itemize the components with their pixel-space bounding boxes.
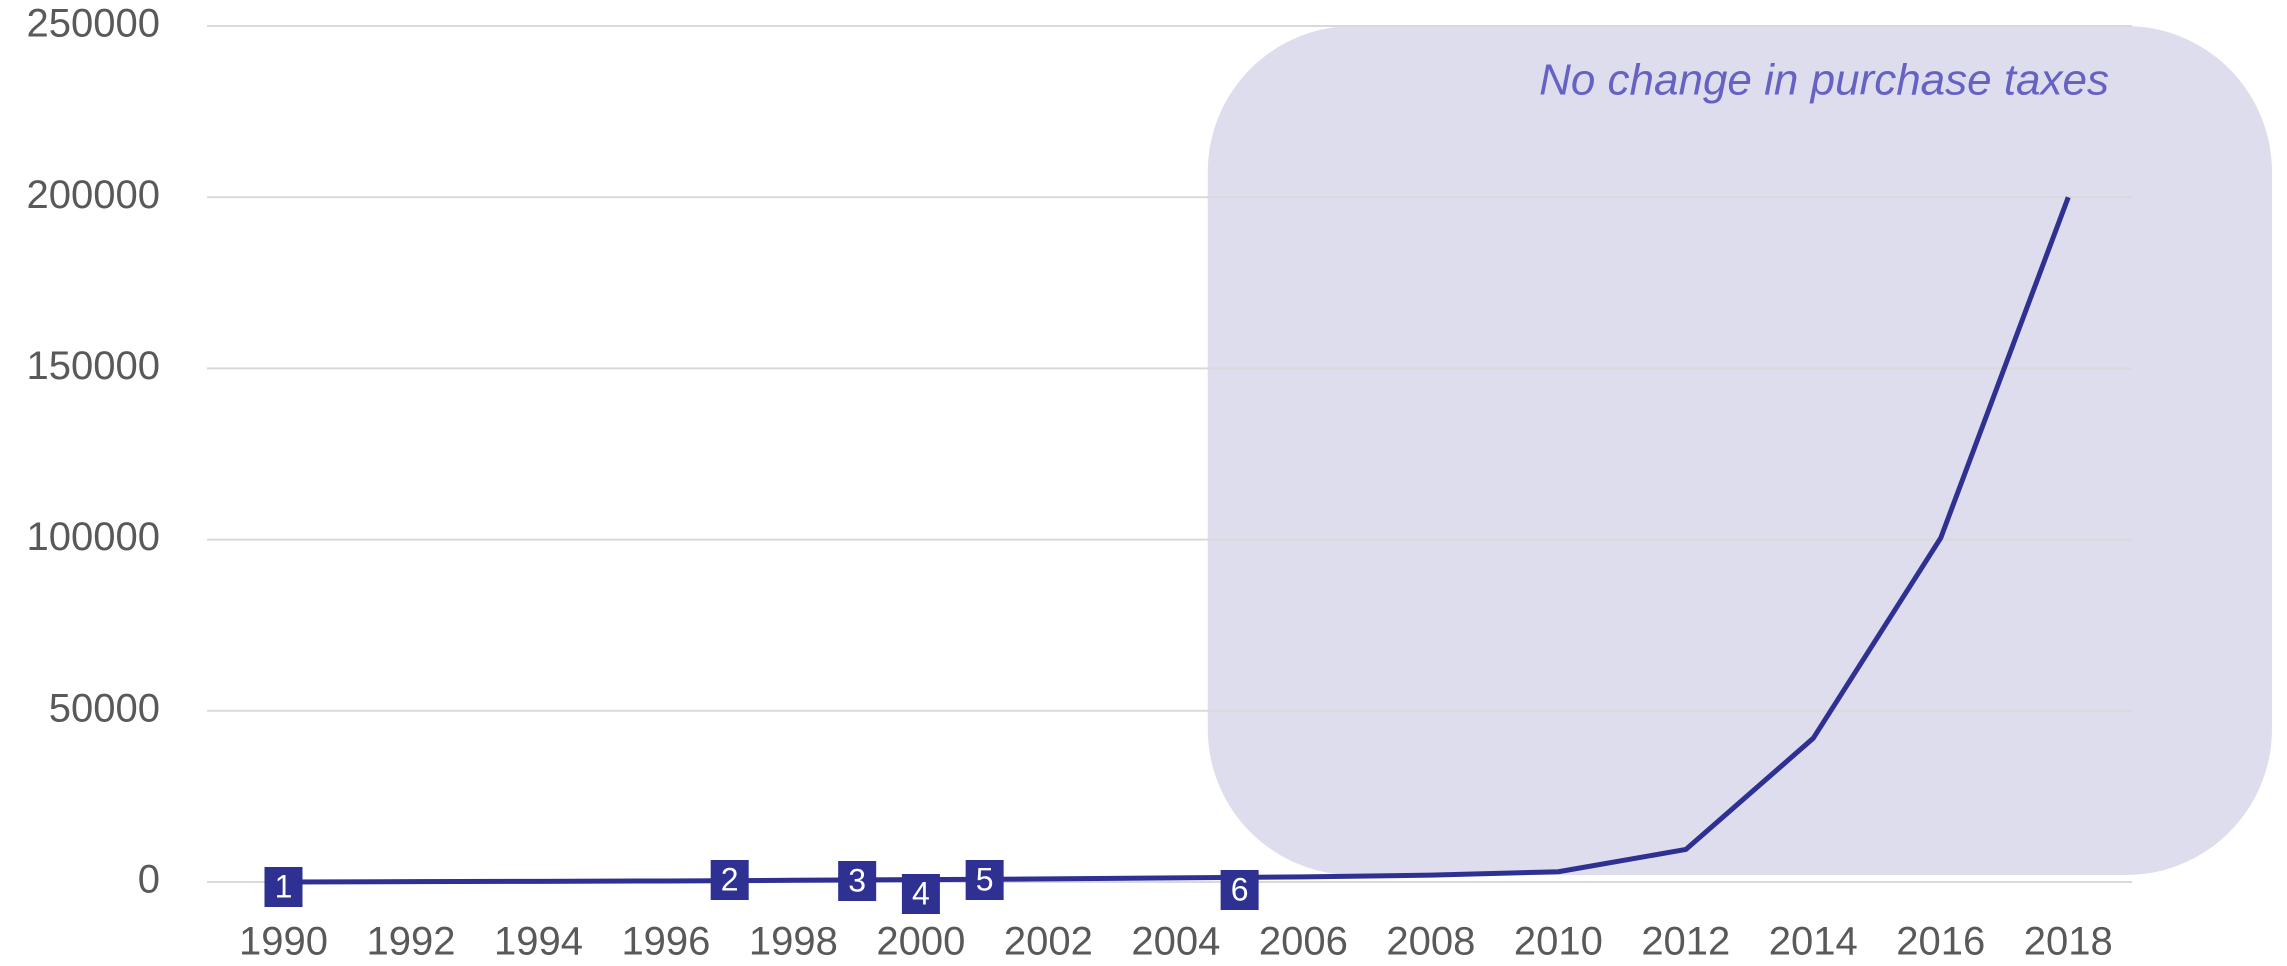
x-tick-label: 2004: [1131, 920, 1220, 964]
x-tick-label: 2006: [1259, 920, 1348, 964]
marker-box: [264, 867, 303, 907]
y-tick-label: 0: [138, 858, 160, 902]
x-tick-label: 2014: [1769, 920, 1858, 964]
x-tick-label: 2000: [876, 920, 965, 964]
marker-box: [1220, 870, 1259, 910]
x-tick-label: 2008: [1386, 920, 1475, 964]
marker-box: [838, 861, 877, 901]
x-tick-label: 1994: [494, 920, 583, 964]
y-tick-label: 250000: [27, 2, 160, 46]
x-tick-label: 2018: [2024, 920, 2113, 964]
shaded-region: [1207, 26, 2272, 875]
marker-label: 1: [275, 868, 293, 904]
x-tick-label: 1996: [621, 920, 710, 964]
x-tick-label: 2012: [1641, 920, 1730, 964]
marker-label: 2: [721, 861, 739, 897]
x-tick-label: 1992: [366, 920, 455, 964]
y-tick-label: 150000: [27, 344, 160, 388]
data-line: [283, 196, 2071, 885]
x-tick-label: 1998: [749, 920, 838, 964]
x-tick-label: 2016: [1896, 920, 1985, 964]
marker-label: 6: [1231, 871, 1249, 907]
x-tick-label: 1990: [239, 920, 328, 964]
marker-box: [710, 860, 749, 900]
y-tick-label: 200000: [27, 173, 160, 217]
x-tick-label: 2010: [1514, 920, 1603, 964]
marker-box: [901, 874, 940, 914]
marker-label: 5: [976, 861, 994, 897]
marker-label: 4: [912, 875, 930, 911]
y-tick-label: 100000: [27, 515, 160, 559]
x-tick-label: 2002: [1004, 920, 1093, 964]
marker-box: [965, 860, 1004, 900]
y-tick-label: 50000: [49, 686, 160, 730]
region-label: No change in purchase taxes: [1539, 56, 2109, 105]
marker-label: 3: [848, 862, 866, 898]
